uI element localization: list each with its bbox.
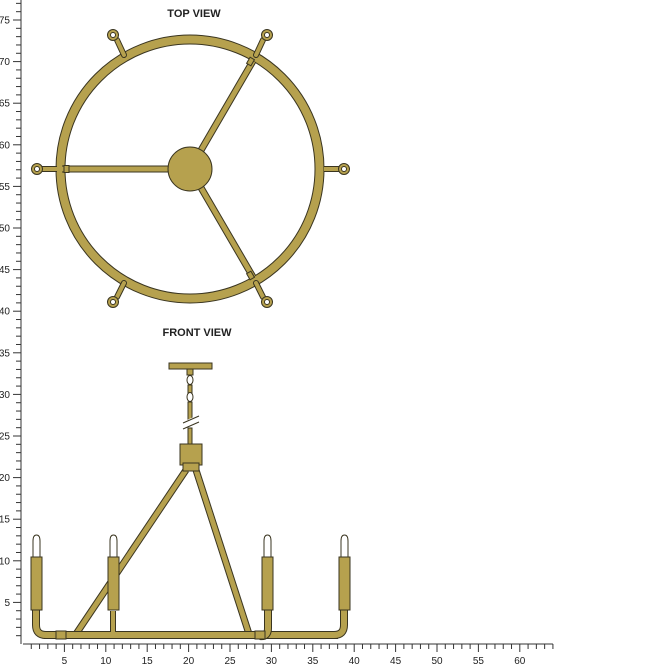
base-joint-left [55, 630, 67, 640]
spoke-lower-right [196, 184, 257, 281]
ruler-x-label: 45 [390, 656, 402, 667]
light-1 [30, 534, 43, 611]
ruler-x-label: 5 [62, 656, 68, 667]
ruler-x-label: 25 [224, 656, 236, 667]
ruler-x-label: 20 [183, 656, 195, 667]
ruler-y-label: 20 [0, 473, 10, 484]
ruler-y-label: 45 [0, 265, 10, 276]
ruler-x-label: 15 [142, 656, 154, 667]
spoke-upper-right [196, 56, 257, 154]
rod-lower [187, 427, 193, 446]
center-hub [167, 146, 213, 192]
base-joint-right [254, 630, 266, 640]
light-3 [261, 534, 274, 611]
ruler-y-label: 65 [0, 99, 10, 110]
ruler-y-label: 50 [0, 224, 10, 235]
ruler-y-label: 10 [0, 556, 10, 567]
arm-mount-bottom-right [253, 280, 273, 308]
ruler-x-label: 55 [473, 656, 485, 667]
spoke-left [62, 165, 172, 173]
ruler-y-label: 15 [0, 515, 10, 526]
arm-mount-bottom-left [107, 280, 127, 308]
front-view-drawing [30, 362, 351, 641]
light-4 [338, 534, 351, 611]
ruler-y-label: 55 [0, 182, 10, 193]
front-view-title: FRONT VIEW [162, 327, 232, 339]
diagonal-arm-left [73, 468, 189, 636]
arm-mount-left [31, 163, 57, 175]
ruler-y-label: 5 [4, 598, 10, 609]
diagonal-arm-right [192, 468, 253, 636]
ruler-x-label: 30 [266, 656, 278, 667]
arm-mount-right [324, 163, 350, 175]
suspension-chain [186, 368, 194, 421]
ruler-x-label: 60 [514, 656, 526, 667]
light-2 [107, 534, 120, 611]
ceiling-canopy [168, 362, 213, 370]
ruler-y-label: 40 [0, 307, 10, 318]
ruler-y-label: 75 [0, 16, 10, 27]
center-body-neck [182, 462, 200, 472]
horizontal-ruler: 5 10 15 20 25 30 35 40 45 50 55 60 [23, 643, 554, 667]
center-body [179, 443, 203, 466]
ruler-x-label: 50 [431, 656, 443, 667]
arm-mount-top-right [253, 29, 273, 58]
length-break-mark [181, 415, 201, 430]
ruler-y-label: 30 [0, 390, 10, 401]
ruler-y-label: 25 [0, 432, 10, 443]
ruler-x-label: 40 [349, 656, 361, 667]
ruler-x-label: 10 [100, 656, 112, 667]
top-view-title: TOP VIEW [167, 8, 221, 20]
top-view-drawing [31, 29, 350, 308]
ruler-y-label: 60 [0, 140, 10, 151]
ruler-y-label: 70 [0, 57, 10, 68]
ruler-y-label: 35 [0, 348, 10, 359]
ruler-x-label: 35 [307, 656, 319, 667]
arm-mount-top-left [107, 29, 127, 58]
vertical-ruler: 5 10 15 20 25 30 35 40 45 50 55 60 65 70 75 [0, 0, 22, 644]
